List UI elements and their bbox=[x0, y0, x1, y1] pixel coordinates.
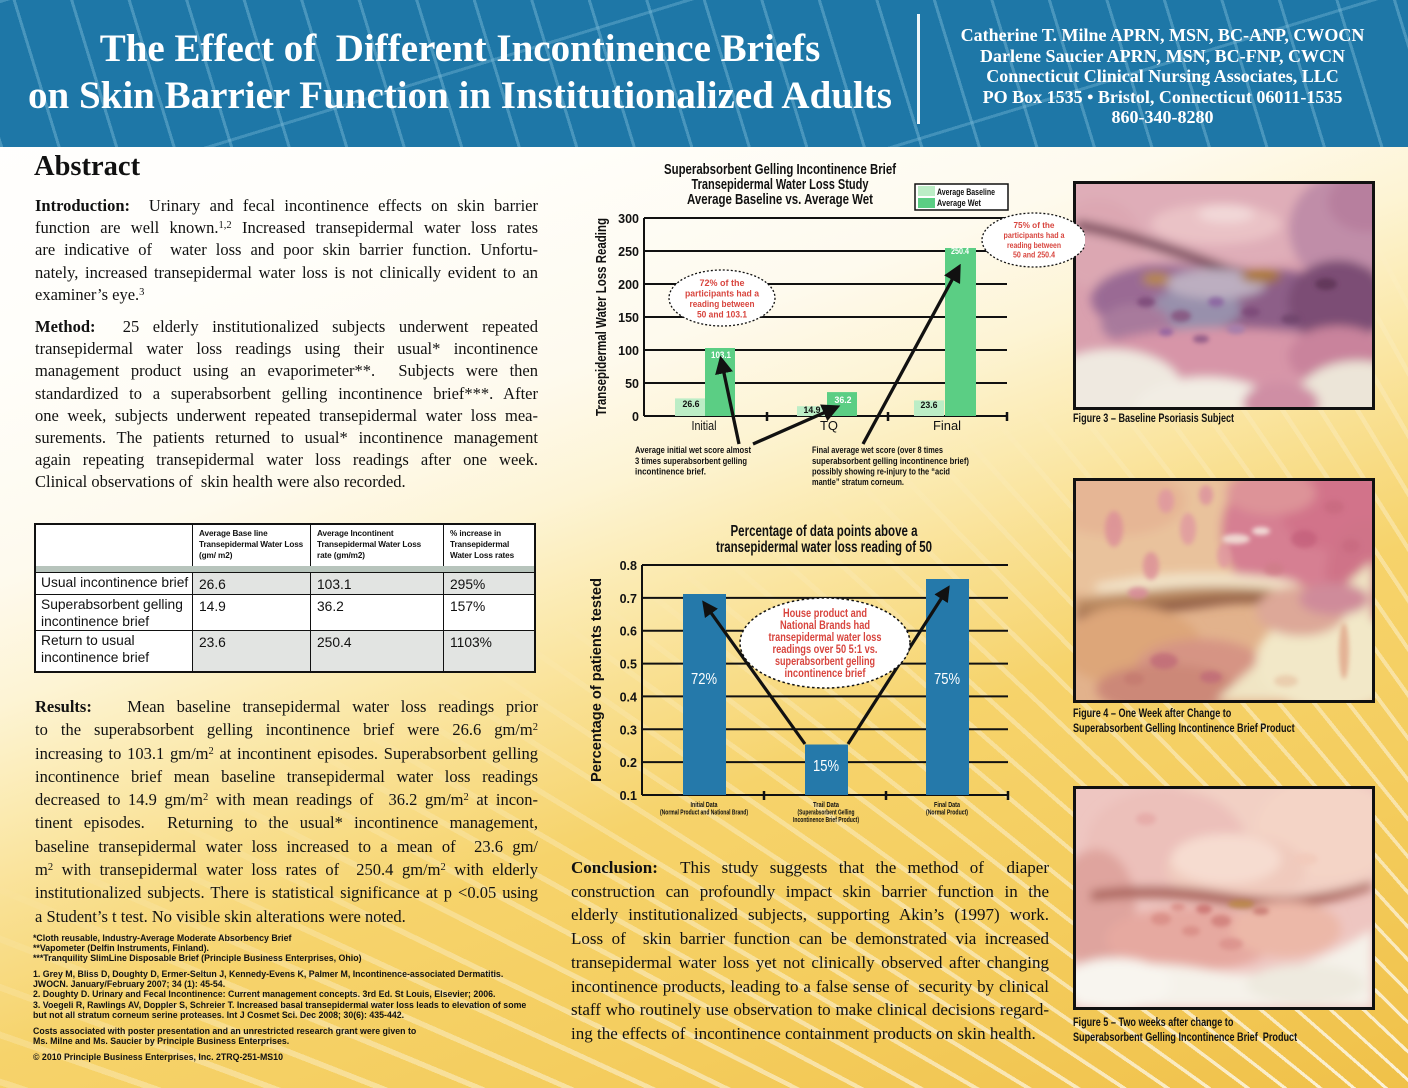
svg-text:250.4: 250.4 bbox=[951, 246, 969, 256]
svg-text:0.3: 0.3 bbox=[620, 723, 637, 737]
svg-text:Trail Data: Trail Data bbox=[813, 800, 840, 809]
svg-text:250: 250 bbox=[618, 245, 639, 259]
svg-text:Final average wet score (over: Final average wet score (over 8 times bbox=[812, 445, 943, 455]
svg-text:0.6: 0.6 bbox=[620, 625, 637, 639]
svg-text:possibly showing re-injury to: possibly showing re-injury to the “acid bbox=[812, 467, 950, 477]
svg-text:Initial: Initial bbox=[692, 419, 717, 433]
svg-text:Average Baseline: Average Baseline bbox=[937, 187, 995, 197]
svg-text:Percentage of data points abov: Percentage of data points above a bbox=[731, 523, 918, 540]
svg-text:14.9: 14.9 bbox=[804, 405, 821, 415]
svg-text:36.2: 36.2 bbox=[835, 395, 852, 405]
svg-text:100: 100 bbox=[618, 344, 639, 358]
svg-text:103.1: 103.1 bbox=[711, 350, 731, 360]
svg-text:75%: 75% bbox=[934, 671, 960, 688]
svg-text:150: 150 bbox=[618, 311, 639, 325]
svg-text:reading between: reading between bbox=[690, 299, 755, 309]
svg-text:75% of the: 75% of the bbox=[1014, 221, 1055, 230]
svg-text:Initial Data: Initial Data bbox=[691, 800, 719, 809]
svg-text:reading between: reading between bbox=[1007, 241, 1061, 250]
svg-text:200: 200 bbox=[618, 278, 639, 292]
svg-text:transepidermal water loss: transepidermal water loss bbox=[769, 632, 882, 644]
svg-text:superabsorbent gelling inconti: superabsorbent gelling incontinence brie… bbox=[812, 456, 969, 466]
svg-text:TQ: TQ bbox=[820, 419, 838, 433]
svg-text:transepidermal water loss read: transepidermal water loss reading of 50 bbox=[716, 539, 932, 556]
svg-text:House product and: House product and bbox=[783, 608, 867, 620]
svg-text:0.8: 0.8 bbox=[620, 559, 637, 573]
svg-text:Incontinence Brief Product): Incontinence Brief Product) bbox=[793, 815, 859, 824]
svg-text:Average Baseline vs. Average W: Average Baseline vs. Average Wet bbox=[687, 191, 873, 208]
svg-text:0.4: 0.4 bbox=[620, 690, 637, 704]
svg-text:mantle” stratum corneum.: mantle” stratum corneum. bbox=[812, 477, 904, 487]
svg-text:Transepidermal Water Loss Stud: Transepidermal Water Loss Study bbox=[692, 176, 869, 193]
svg-text:50: 50 bbox=[625, 377, 639, 391]
svg-text:0: 0 bbox=[632, 410, 639, 424]
svg-text:3 times superabsorbent gelling: 3 times superabsorbent gelling bbox=[635, 456, 747, 466]
svg-text:50 and 250.4: 50 and 250.4 bbox=[1013, 251, 1055, 260]
svg-text:0.7: 0.7 bbox=[620, 592, 637, 606]
svg-text:72%: 72% bbox=[691, 671, 717, 688]
svg-text:300: 300 bbox=[618, 212, 639, 226]
svg-text:Superabsorbent Gelling Inconti: Superabsorbent Gelling Incontinence Brie… bbox=[664, 161, 897, 178]
svg-text:incontinence brief.: incontinence brief. bbox=[635, 467, 706, 477]
svg-text:26.6: 26.6 bbox=[683, 399, 700, 409]
svg-text:National Brands had: National Brands had bbox=[780, 620, 870, 632]
svg-text:23.6: 23.6 bbox=[921, 400, 938, 410]
svg-text:0.1: 0.1 bbox=[620, 789, 637, 803]
svg-text:15%: 15% bbox=[813, 758, 839, 775]
svg-text:(Superabsorbent Gelling: (Superabsorbent Gelling bbox=[798, 808, 855, 817]
svg-text:Final Data: Final Data bbox=[934, 800, 961, 809]
svg-text:72% of the: 72% of the bbox=[700, 278, 745, 288]
svg-text:Average initial wet score almo: Average initial wet score almost bbox=[635, 445, 751, 455]
svg-text:0.5: 0.5 bbox=[620, 658, 637, 672]
svg-text:participants had a: participants had a bbox=[1004, 231, 1065, 240]
svg-text:incontinence brief: incontinence brief bbox=[785, 668, 866, 680]
svg-text:(Normal Product): (Normal Product) bbox=[926, 808, 968, 817]
svg-text:(Normal Product and National B: (Normal Product and National Brand) bbox=[660, 808, 748, 817]
svg-text:superabsorbent gelling: superabsorbent gelling bbox=[775, 656, 875, 668]
svg-text:Average Wet: Average Wet bbox=[937, 198, 981, 208]
svg-text:Final: Final bbox=[933, 419, 961, 433]
svg-text:readings over 50 5:1 vs.: readings over 50 5:1 vs. bbox=[773, 644, 878, 656]
svg-text:Percentage of patients tested: Percentage of patients tested bbox=[589, 578, 605, 782]
svg-text:Transepidermal Water Loss Read: Transepidermal Water Loss Reading bbox=[594, 218, 610, 416]
svg-text:participants had a: participants had a bbox=[685, 289, 759, 299]
svg-text:0.2: 0.2 bbox=[620, 756, 637, 770]
svg-text:50 and 103.1: 50 and 103.1 bbox=[697, 310, 747, 320]
